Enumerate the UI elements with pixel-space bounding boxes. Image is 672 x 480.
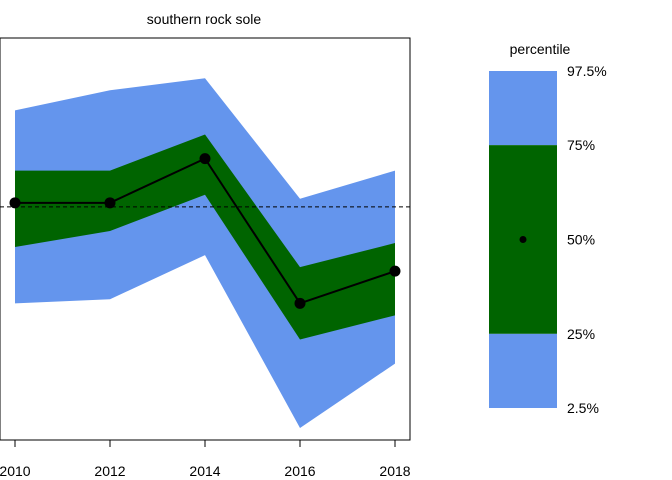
x-tick-label: 2012 [94, 463, 125, 479]
plot-area [0, 78, 410, 428]
legend-title: percentile [510, 41, 571, 57]
legend-label: 75% [567, 137, 595, 153]
legend-label: 2.5% [567, 400, 599, 416]
chart-title: southern rock sole [147, 11, 262, 27]
legend-label: 97.5% [567, 63, 607, 79]
median-point [199, 153, 211, 165]
x-axis: 2010 2012 2014 2016 2018 [0, 439, 411, 479]
x-tick-label: 2016 [284, 463, 315, 479]
legend-swatch-upper [489, 71, 557, 146]
legend-label: 50% [567, 232, 595, 248]
median-point [389, 265, 401, 277]
band-2-5-97-5 [15, 78, 395, 428]
band-25-75 [15, 134, 395, 340]
x-tick-label: 2018 [379, 463, 410, 479]
median-point [9, 197, 21, 209]
median-point [104, 197, 116, 209]
x-tick-label: 2014 [189, 463, 220, 479]
legend-swatch-lower [489, 333, 557, 408]
x-tick-label: 2010 [0, 463, 31, 479]
median-point [294, 297, 306, 309]
legend-median-dot [519, 236, 527, 243]
legend-label: 25% [567, 326, 595, 342]
legend: percentile 97.5% 75% 50% 25% 2.5% [489, 41, 607, 416]
